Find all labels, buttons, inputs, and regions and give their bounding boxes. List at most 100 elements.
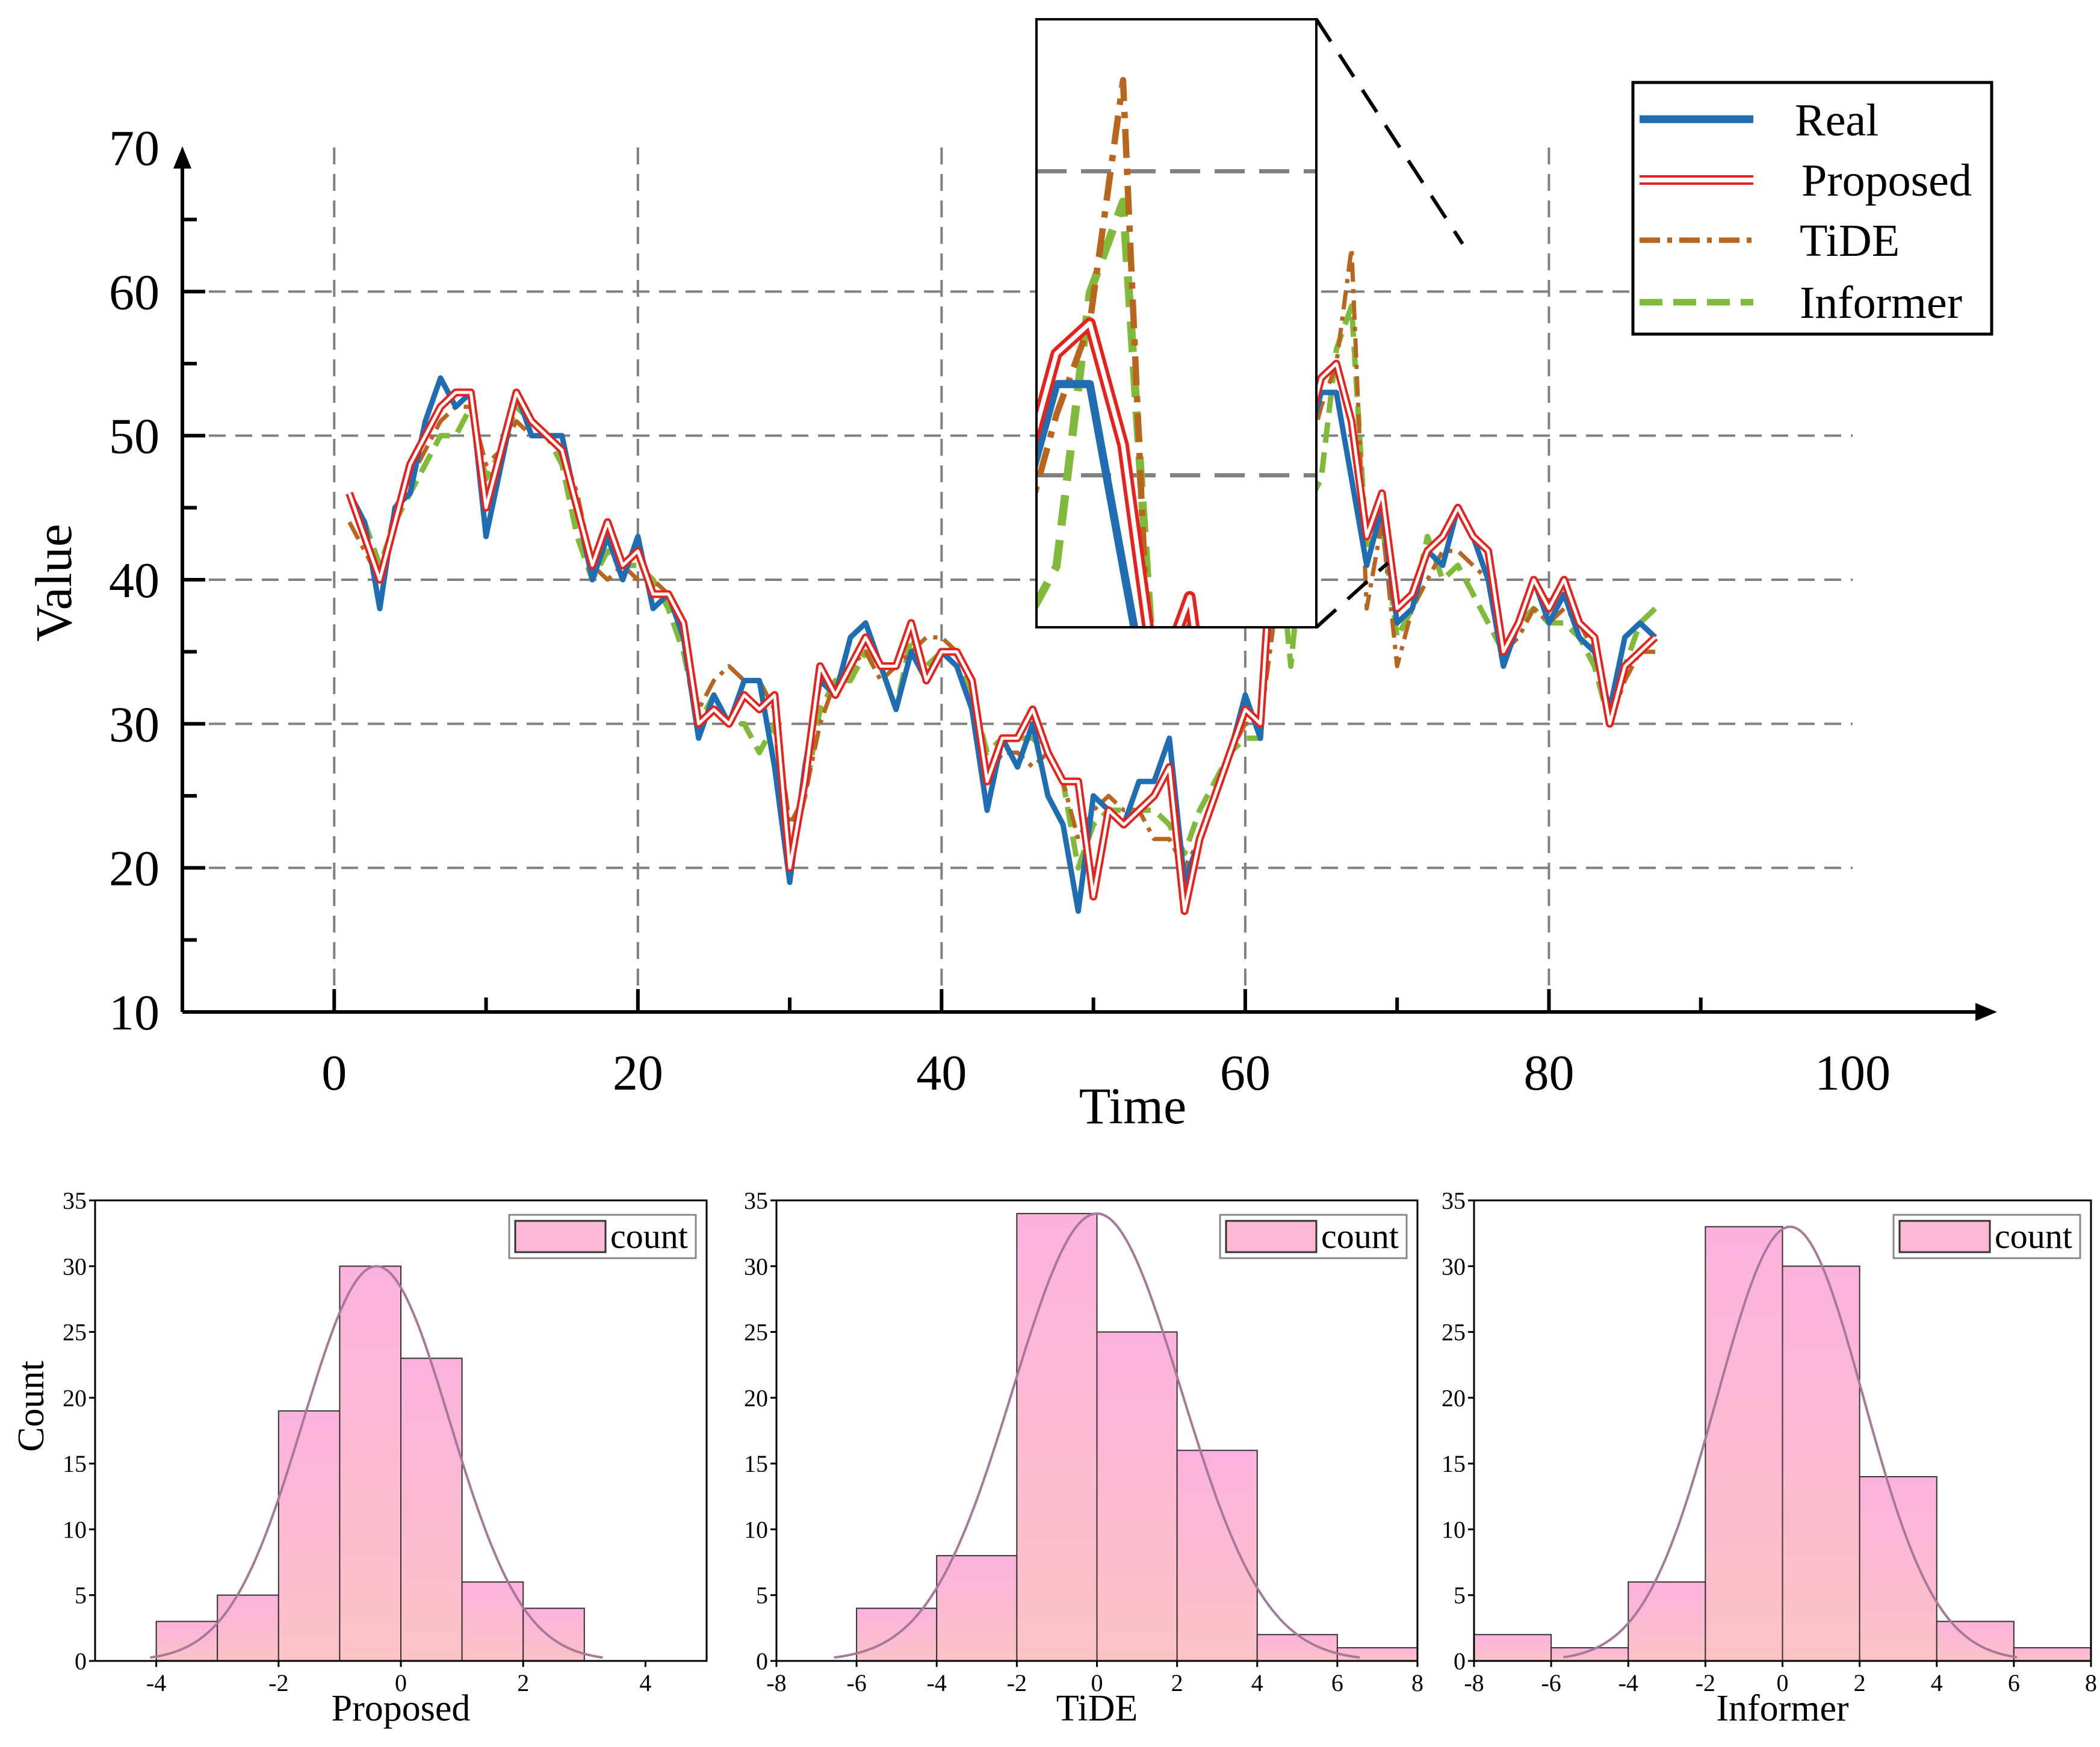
histogram-y-tick-label: 0 bbox=[75, 1648, 87, 1675]
histogram-x-tick-label: -8 bbox=[766, 1669, 786, 1696]
histogram-x-tick-label: -6 bbox=[846, 1669, 866, 1696]
main-line-chart: 0 20 40 60 80 100 10 20 30 40 50 60 70 Time Value Re… bbox=[25, 18, 1997, 1135]
normal-fit-curve bbox=[1563, 1225, 2018, 1659]
histogram-x-tick-label: 2 bbox=[1854, 1669, 1866, 1696]
histogram-bar bbox=[277, 1410, 341, 1662]
series-line-informer bbox=[1036, 197, 1155, 627]
zoom-connector-top bbox=[1315, 18, 1464, 245]
y-tick-label: 60 bbox=[109, 264, 160, 320]
main-legend: Real Proposed TiDE Informer bbox=[1631, 81, 1993, 336]
legend-box bbox=[1631, 81, 1993, 336]
histogram-x-axis-title: Informer bbox=[1716, 1688, 1849, 1729]
y-tick-label: 20 bbox=[109, 841, 160, 897]
histogram-bar bbox=[1096, 1331, 1178, 1662]
zoom-inset-background bbox=[1036, 19, 1316, 627]
histogram-legend-label: count bbox=[610, 1217, 688, 1256]
y-tick-label: 10 bbox=[109, 985, 160, 1041]
zoom-inset bbox=[1035, 18, 1464, 629]
histogram-x-tick-label: -4 bbox=[146, 1669, 166, 1696]
series-line-informer bbox=[347, 303, 1658, 871]
histogram-x-tick-label: 4 bbox=[1251, 1669, 1263, 1696]
series-line-real bbox=[1036, 380, 1194, 627]
histogram-x-tick-label: 6 bbox=[1331, 1669, 1343, 1696]
histogram-y-tick-label: 10 bbox=[744, 1516, 768, 1543]
x-tick-label: 80 bbox=[1523, 1045, 1574, 1101]
histogram-legend-swatch bbox=[1225, 1220, 1318, 1253]
zoom-connector-bottom bbox=[1315, 561, 1390, 629]
histogram-y-tick-label: 35 bbox=[1442, 1187, 1466, 1214]
normal-fit-curve bbox=[834, 1212, 1360, 1659]
legend-label-proposed: Proposed bbox=[1801, 155, 1972, 206]
histogram-x-tick-label: 4 bbox=[1931, 1669, 1943, 1696]
histogram-legend-label: count bbox=[1321, 1217, 1399, 1256]
series-line-real bbox=[347, 375, 1658, 914]
histogram-y-tick-label: 5 bbox=[1454, 1582, 1466, 1609]
histogram-x-tick-label: 2 bbox=[1171, 1669, 1183, 1696]
histogram-bar bbox=[522, 1607, 585, 1662]
histogram-y-tick-label: 15 bbox=[1442, 1450, 1466, 1477]
legend-label-informer: Informer bbox=[1800, 278, 1962, 328]
histogram-tide: 0 5 10 15 20 25 30 35 -8 -6 -4 -2 0 2 4 6 8 TiDE count bbox=[744, 1187, 1423, 1729]
histogram-x-axis-title: TiDE bbox=[1056, 1688, 1138, 1729]
histogram-legend-swatch bbox=[1898, 1220, 1991, 1253]
histogram-proposed: 0 5 10 15 20 25 30 35 -4 -2 0 2 4 Proposed count bbox=[63, 1187, 708, 1729]
histogram-y-tick-label: 30 bbox=[63, 1253, 87, 1280]
normal-fit-curve bbox=[150, 1265, 603, 1659]
histogram-x-tick-label: 0 bbox=[395, 1669, 407, 1696]
histogram-bar bbox=[400, 1358, 463, 1662]
main-y-axis-title: Value bbox=[25, 524, 82, 642]
histogram-y-tick-label: 20 bbox=[63, 1385, 87, 1412]
histogram-legend-swatch bbox=[514, 1220, 607, 1253]
histogram-x-tick-label: -2 bbox=[268, 1669, 288, 1696]
legend-label-tide: TiDE bbox=[1800, 216, 1900, 266]
histogram-bar bbox=[1176, 1450, 1258, 1662]
histogram-x-tick-label: -2 bbox=[1007, 1669, 1027, 1696]
histogram-y-tick-label: 15 bbox=[744, 1450, 768, 1477]
histogram-bar bbox=[1628, 1581, 1706, 1662]
histogram-bar bbox=[1859, 1476, 1937, 1662]
histogram-x-tick-label: -8 bbox=[1464, 1669, 1484, 1696]
histogram-x-tick-label: 4 bbox=[639, 1669, 651, 1696]
histogram-y-tick-label: 25 bbox=[63, 1319, 87, 1346]
series-line-tide bbox=[1036, 76, 1151, 627]
histogram-bar bbox=[936, 1555, 1018, 1662]
histogram-x-tick-label: 2 bbox=[517, 1669, 529, 1696]
y-tick-label: 70 bbox=[109, 120, 160, 176]
histogram-y-tick-label: 35 bbox=[744, 1187, 768, 1214]
histogram-bar bbox=[2013, 1647, 2092, 1662]
histogram-x-tick-label: -4 bbox=[927, 1669, 947, 1696]
main-axes bbox=[173, 146, 1997, 1021]
x-tick-label: 0 bbox=[321, 1045, 347, 1101]
main-x-axis-title: Time bbox=[1079, 1077, 1186, 1135]
histogram-y-tick-label: 30 bbox=[744, 1253, 768, 1280]
histogram-x-tick-label: -6 bbox=[1541, 1669, 1561, 1696]
main-tick-labels: 0 20 40 60 80 100 10 20 30 40 50 60 70 bbox=[109, 120, 1891, 1101]
histogram-bar bbox=[339, 1265, 402, 1662]
y-tick-label: 30 bbox=[109, 697, 160, 752]
series-line-tide bbox=[347, 246, 1655, 870]
x-axis-arrow bbox=[1975, 1003, 1997, 1021]
x-tick-label: 100 bbox=[1815, 1045, 1891, 1101]
histogram-x-tick-label: 8 bbox=[2085, 1669, 2097, 1696]
histogram-y-tick-label: 5 bbox=[75, 1582, 87, 1609]
series-line-proposed-inner bbox=[348, 362, 1656, 913]
main-grid bbox=[182, 147, 1853, 1012]
legend-label-real: Real bbox=[1795, 95, 1879, 146]
histogram-y-tick-label: 10 bbox=[63, 1516, 87, 1543]
histogram-x-tick-label: -4 bbox=[1618, 1669, 1638, 1696]
histogram-y-tick-label: 5 bbox=[756, 1582, 768, 1609]
y-tick-label: 40 bbox=[109, 553, 160, 609]
x-tick-label: 20 bbox=[613, 1045, 663, 1101]
histogram-y-tick-label: 20 bbox=[744, 1385, 768, 1412]
zoom-inset-plot bbox=[1036, 76, 1316, 627]
histogram-y-tick-label: 20 bbox=[1442, 1385, 1466, 1412]
series-line-proposed bbox=[1036, 317, 1200, 627]
histogram-x-axis-title: Proposed bbox=[332, 1688, 471, 1729]
y-tick-label: 50 bbox=[109, 409, 160, 465]
series-line-proposed-inner bbox=[1036, 321, 1197, 627]
histogram-x-tick-label: 6 bbox=[2008, 1669, 2020, 1696]
x-tick-label: 60 bbox=[1220, 1045, 1271, 1101]
histogram-y-tick-label: 35 bbox=[63, 1187, 87, 1214]
histogram-x-tick-label: -2 bbox=[1696, 1669, 1715, 1696]
